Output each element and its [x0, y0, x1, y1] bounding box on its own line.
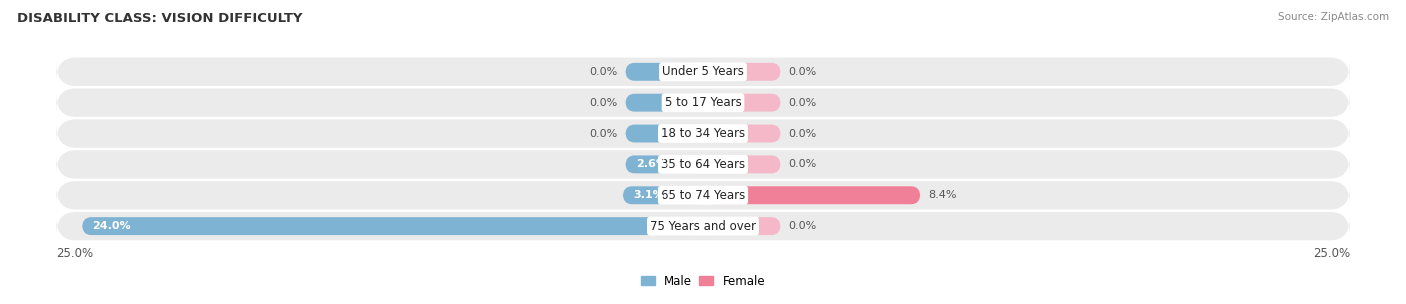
Text: 25.0%: 25.0%: [1313, 247, 1350, 260]
Text: 0.0%: 0.0%: [589, 98, 617, 108]
FancyBboxPatch shape: [703, 186, 921, 204]
FancyBboxPatch shape: [56, 88, 1350, 117]
FancyBboxPatch shape: [56, 181, 1350, 209]
Text: 0.0%: 0.0%: [789, 129, 817, 139]
Text: 24.0%: 24.0%: [93, 221, 131, 231]
Text: 75 Years and over: 75 Years and over: [650, 219, 756, 233]
Text: 0.0%: 0.0%: [589, 67, 617, 77]
Legend: Male, Female: Male, Female: [641, 275, 765, 288]
FancyBboxPatch shape: [703, 94, 780, 112]
Text: 0.0%: 0.0%: [789, 159, 817, 169]
FancyBboxPatch shape: [626, 94, 703, 112]
FancyBboxPatch shape: [56, 212, 1350, 240]
Text: 8.4%: 8.4%: [928, 190, 956, 200]
Text: 18 to 34 Years: 18 to 34 Years: [661, 127, 745, 140]
Text: 3.1%: 3.1%: [633, 190, 664, 200]
FancyBboxPatch shape: [703, 155, 780, 173]
Text: 2.6%: 2.6%: [636, 159, 666, 169]
FancyBboxPatch shape: [703, 217, 780, 235]
FancyBboxPatch shape: [626, 63, 703, 81]
Text: 65 to 74 Years: 65 to 74 Years: [661, 189, 745, 202]
FancyBboxPatch shape: [623, 186, 703, 204]
Text: DISABILITY CLASS: VISION DIFFICULTY: DISABILITY CLASS: VISION DIFFICULTY: [17, 12, 302, 25]
Text: 0.0%: 0.0%: [789, 67, 817, 77]
FancyBboxPatch shape: [56, 150, 1350, 178]
FancyBboxPatch shape: [82, 217, 703, 235]
FancyBboxPatch shape: [626, 155, 703, 173]
Text: Source: ZipAtlas.com: Source: ZipAtlas.com: [1278, 12, 1389, 22]
Text: 0.0%: 0.0%: [789, 221, 817, 231]
Text: 5 to 17 Years: 5 to 17 Years: [665, 96, 741, 109]
Text: 25.0%: 25.0%: [56, 247, 93, 260]
FancyBboxPatch shape: [56, 119, 1350, 148]
FancyBboxPatch shape: [626, 125, 703, 143]
Text: 0.0%: 0.0%: [589, 129, 617, 139]
FancyBboxPatch shape: [703, 125, 780, 143]
Text: Under 5 Years: Under 5 Years: [662, 65, 744, 78]
FancyBboxPatch shape: [56, 57, 1350, 86]
Text: 0.0%: 0.0%: [789, 98, 817, 108]
FancyBboxPatch shape: [703, 63, 780, 81]
Text: 35 to 64 Years: 35 to 64 Years: [661, 158, 745, 171]
